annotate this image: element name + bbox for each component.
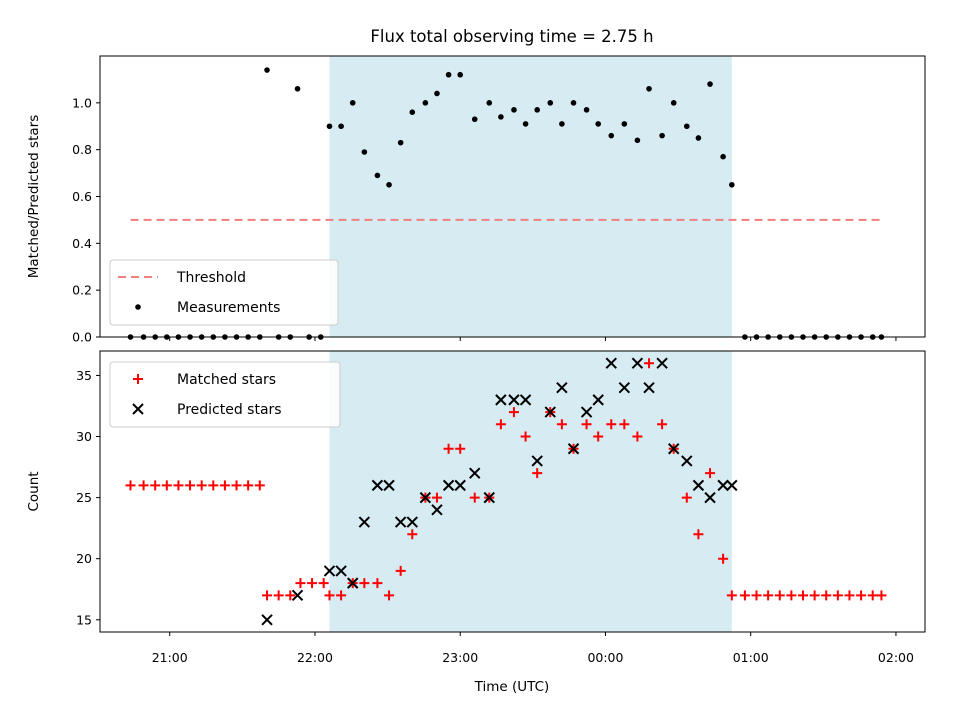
p0-series0-point-36 (547, 100, 553, 106)
p1-series0-point-62 (856, 590, 866, 600)
p0-series0-point-30 (472, 116, 478, 122)
p0-series0-point-12 (264, 67, 270, 73)
p0-series0-point-39 (584, 107, 590, 113)
p0-series0-point-28 (446, 72, 452, 78)
p1-series0-point-55 (775, 590, 785, 600)
p1-x-tick-label-2: 23:00 (442, 650, 478, 665)
p1-y-axis-title: Count (26, 471, 42, 511)
p1-series0-point-9 (232, 480, 242, 490)
p0-series0-point-45 (659, 133, 665, 139)
p1-series0-point-58 (810, 590, 820, 600)
p0-series0-point-31 (486, 100, 492, 106)
p0-y-tick-label-0: 0.0 (72, 330, 92, 345)
p0-series0-point-43 (635, 138, 641, 144)
bottom-panel: 15 20 25 30 35 21:00 22:00 23:00 00:00 01:00 02:00… (26, 351, 925, 665)
p1-series0-point-2 (150, 480, 160, 490)
p0-legend-marker-1 (135, 304, 141, 310)
p0-observing-window (329, 56, 731, 337)
p1-series0-point-54 (763, 590, 773, 600)
p1-series0-point-10 (243, 480, 253, 490)
p1-series0-point-0 (126, 480, 136, 490)
p1-series0-point-63 (868, 590, 878, 600)
p0-series0-point-20 (350, 100, 356, 106)
p0-series0-point-46 (671, 100, 677, 106)
p1-x-tick-label-0: 21:00 (152, 650, 188, 665)
p0-y-tick-label-3: 0.6 (72, 189, 92, 204)
p1-y-tick-label-1: 20 (76, 551, 92, 566)
x-axis-title: Time (UTC) (474, 679, 550, 695)
p1-series0-point-52 (740, 590, 750, 600)
p0-legend-label-1: Measurements (177, 300, 280, 316)
p0-series0-point-33 (511, 107, 517, 113)
p1-series0-point-57 (798, 590, 808, 600)
p0-y-tick-label-4: 0.8 (72, 142, 92, 157)
p0-series0-point-29 (457, 72, 463, 78)
p0-series0-point-38 (571, 100, 577, 106)
p0-series0-point-37 (559, 121, 565, 127)
p1-series0-point-64 (876, 590, 886, 600)
p0-series0-point-41 (608, 133, 614, 139)
p0-series0-point-32 (498, 114, 504, 120)
p1-series0-point-3 (162, 480, 172, 490)
p0-series0-point-47 (684, 123, 690, 129)
p1-x-tick-label-3: 00:00 (587, 650, 623, 665)
p0-series0-point-19 (338, 123, 344, 129)
p0-series0-point-48 (696, 135, 702, 141)
p0-series0-point-23 (386, 182, 392, 188)
chart-canvas: Flux total observing time = 2.75 h 0.00.… (0, 0, 960, 720)
p0-series0-point-25 (409, 109, 415, 115)
p1-series0-point-15 (295, 578, 305, 588)
p0-series0-point-18 (327, 123, 333, 129)
p0-series0-point-50 (720, 154, 726, 160)
p1-series0-point-17 (319, 578, 329, 588)
top-panel: 0.0 0.2 0.4 0.6 0.8 1.0 Matched/Predicted star… (26, 56, 925, 345)
p1-y-tick-label-3: 30 (76, 429, 92, 444)
p1-y-tick-label-4: 35 (76, 368, 92, 383)
p0-series0-point-26 (423, 100, 429, 106)
p1-legend-label-1: Predicted stars (177, 402, 282, 418)
p0-series0-point-42 (622, 121, 628, 127)
p1-x-tick-label-1: 22:00 (297, 650, 333, 665)
p1-series0-point-8 (220, 480, 230, 490)
chart-title: Flux total observing time = 2.75 h (370, 27, 653, 46)
p1-series0-point-11 (255, 480, 265, 490)
p1-series1-point-0 (262, 615, 272, 625)
p1-series0-point-6 (197, 480, 207, 490)
p0-y-tick-label-2: 0.4 (72, 236, 92, 251)
p1-legend-label-0: Matched stars (177, 372, 276, 388)
p0-y-tick-label-1: 0.2 (72, 283, 92, 298)
p0-series0-point-40 (595, 121, 601, 127)
p1-series0-point-12 (262, 590, 272, 600)
p1-series0-point-16 (307, 578, 317, 588)
p0-series0-point-35 (534, 107, 540, 113)
p1-series0-point-61 (844, 590, 854, 600)
p1-series0-point-13 (274, 590, 284, 600)
p1-series0-point-1 (139, 480, 149, 490)
p0-legend-label-0: Threshold (176, 270, 246, 286)
p1-series0-point-60 (833, 590, 843, 600)
p0-series0-point-34 (523, 121, 529, 127)
p1-series0-point-7 (208, 480, 218, 490)
p1-series0-point-56 (786, 590, 796, 600)
p0-series0-point-27 (434, 91, 440, 97)
p0-series0-point-44 (646, 86, 652, 92)
p0-series0-point-22 (375, 173, 381, 179)
p1-series0-point-4 (173, 480, 183, 490)
p1-series0-point-59 (821, 590, 831, 600)
p1-observing-window (329, 351, 731, 632)
p1-x-tick-label-5: 02:00 (878, 650, 914, 665)
p1-x-tick-label-4: 01:00 (733, 650, 769, 665)
p0-series0-point-24 (398, 140, 404, 146)
p0-y-axis-title: Matched/Predicted stars (26, 115, 42, 278)
p0-series0-point-21 (362, 149, 368, 155)
p0-y-tick-label-5: 1.0 (72, 95, 92, 110)
p1-series0-point-5 (185, 480, 195, 490)
p1-series0-point-53 (752, 590, 762, 600)
p0-series0-point-49 (707, 81, 713, 87)
p0-series0-point-15 (295, 86, 301, 92)
p1-y-tick-label-2: 25 (76, 490, 92, 505)
p0-series0-point-51 (729, 182, 735, 188)
p1-y-tick-label-0: 15 (76, 612, 92, 627)
